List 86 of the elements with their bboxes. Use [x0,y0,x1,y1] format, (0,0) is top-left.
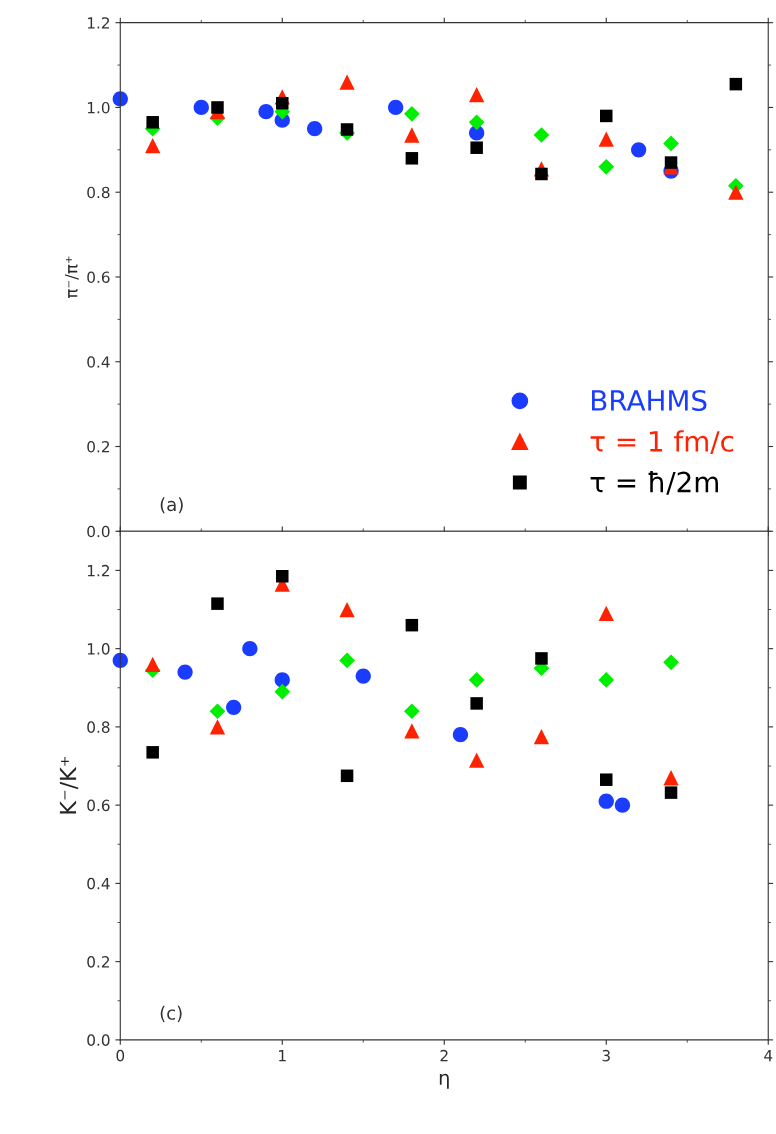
point [452,727,469,743]
y-axis-title: π⁻/π⁺ [65,256,79,299]
point [258,104,274,120]
x-tick-label: 4 [764,1050,773,1062]
point [535,167,548,181]
point [274,683,291,700]
point [663,654,679,671]
point [276,96,289,110]
point [598,605,614,622]
point [663,135,679,152]
point [242,641,258,657]
x-axis-title: η [439,1073,449,1089]
point [274,672,290,688]
y-axis-title: K⁻/K⁺ [59,757,79,814]
point [469,87,485,103]
point [211,101,224,114]
point [598,672,615,688]
point [533,729,550,745]
point [600,773,613,786]
point [404,723,420,739]
point [663,770,679,786]
point [193,99,209,116]
point [614,797,631,813]
point [146,116,159,129]
point [405,618,419,632]
legend-label: τ = ħ/2m [590,471,718,495]
point [598,131,614,147]
point [468,114,485,131]
point [209,719,226,735]
point [664,156,678,169]
point [145,137,161,154]
point [664,786,678,799]
point [177,664,193,680]
point [112,652,128,669]
y-tick-label: 0.6 [87,271,110,283]
y-tick-label: 0.0 [87,525,110,538]
point [404,105,420,122]
point [535,652,548,665]
y-tick-label: 0.8 [87,186,110,199]
y-tick-label: 0.8 [87,721,110,733]
point [728,184,744,200]
point [339,601,355,618]
y-tick-label: 0.2 [87,956,110,968]
point [145,656,161,672]
point [146,746,159,759]
point [355,668,371,684]
y-tick-label: 0.0 [87,1034,110,1046]
y-tick-label: 0.6 [87,799,110,812]
point [470,141,483,154]
legend-label: BRAHMS [592,390,707,412]
point [404,703,420,720]
point [405,152,419,165]
point [307,121,323,137]
point [339,74,355,90]
y-tick-label: 1.0 [87,643,110,655]
legend-label: τ = 1 fm/c [590,430,734,454]
x-tick-label: 1 [279,1050,286,1062]
point [339,652,355,669]
annotation: (a) [160,497,183,514]
y-tick-label: 1.0 [87,101,110,114]
y-tick-label: 0.4 [87,356,110,368]
point [600,109,613,123]
y-tick-label: 1.2 [87,17,110,29]
y-tick-label: 0.4 [87,877,110,890]
point [276,570,289,583]
point [211,597,224,610]
point [470,697,483,710]
x-tick-label: 3 [602,1049,610,1062]
point [598,793,614,809]
point [404,127,420,143]
point [469,752,485,768]
y-tick-label: 0.2 [87,440,110,453]
point [631,142,647,158]
point [340,123,354,136]
point [226,699,242,715]
point [533,127,550,143]
x-tick-label: 0 [116,1049,125,1062]
x-tick-label: 2 [440,1049,448,1062]
point [468,672,485,688]
annotation: (c) [160,1005,182,1022]
point [729,77,743,91]
point [209,703,226,720]
point [598,158,615,175]
y-tick-label: 1.2 [87,564,110,577]
point [340,769,354,783]
point [388,99,404,116]
